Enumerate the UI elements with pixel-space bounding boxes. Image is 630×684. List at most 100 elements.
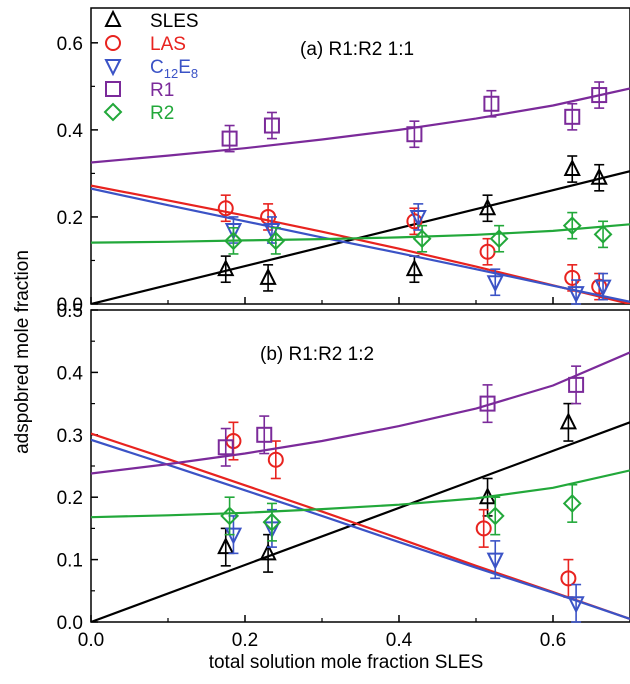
- panel-b: 0.0 0.1 0.2 0.3 0.4 0.5 0.0 0.2 0.4 0.6 (b) R1:R2…: [57, 301, 630, 651]
- panel-b-point-r1: [217, 439, 234, 456]
- legend-label-text: LAS: [150, 34, 186, 55]
- panel-b-point-las: [475, 520, 492, 537]
- panel-a-point-c12e8: [567, 286, 585, 304]
- panel-a-point-sles: [217, 258, 235, 277]
- legend-entry-las: LAS: [105, 34, 186, 55]
- panel-a-fit-line-c12e8: [91, 187, 630, 303]
- panel-b-point-r2: [562, 494, 582, 513]
- panel-a-point-r1: [591, 87, 608, 104]
- panel-a-point-c12e8: [409, 209, 427, 228]
- legend-label-text: SLES: [150, 11, 199, 32]
- panel-a-point-r2: [266, 231, 286, 251]
- panel-b-title: (b) R1:R2 1:2: [260, 344, 374, 365]
- panel-b-point-las: [560, 570, 577, 587]
- panel-b-fit-line-c12e8: [91, 438, 630, 620]
- legend-marker-c12e8: [104, 59, 122, 77]
- legend-marker-las: [105, 35, 121, 51]
- legend-label-subscript: 8: [191, 66, 198, 81]
- panel-a-series-sles: [91, 155, 630, 304]
- panel-a-point-sles: [590, 167, 608, 185]
- panel-b-y-tick-label: 0.4: [57, 363, 84, 384]
- panel-b-point-r1: [568, 376, 585, 393]
- panel-b-point-sles: [559, 412, 578, 430]
- panel-b-point-r1: [479, 395, 496, 412]
- legend-entry-r2: R2: [103, 102, 174, 124]
- legend-label-r2: R2: [150, 103, 174, 124]
- legend-entry-c12e8: C12E8: [104, 57, 198, 81]
- panel-b-y-tick-label: 0.2: [57, 488, 83, 509]
- legend-label-sles: SLES: [150, 11, 199, 32]
- panel-a-plot-area: 0.0 0.2 0.4 0.6: [57, 7, 630, 316]
- panel-a-point-r1: [483, 95, 500, 112]
- legend-entry-r1: R1: [105, 80, 174, 101]
- legend-label-las: LAS: [150, 34, 186, 55]
- panel-a-point-r1: [221, 130, 238, 147]
- panel-b-point-r1: [256, 426, 273, 443]
- panel-a-point-las: [406, 213, 423, 230]
- panel-b-point-r2: [485, 506, 505, 526]
- panel-b-fit-line-sles: [91, 421, 630, 622]
- panel-b-point-r2: [262, 512, 282, 532]
- legend-label-text: E: [178, 57, 191, 78]
- panel-b-point-sles: [259, 543, 277, 561]
- legend-label-c12e8: C12E8: [150, 57, 198, 81]
- legend-marker-sles: [104, 9, 122, 27]
- panel-b-point-c12e8: [486, 552, 504, 570]
- panel-a-point-c12e8: [224, 223, 243, 241]
- panel-b-x-tick-label: 0.2: [232, 630, 258, 651]
- panel-a-point-sles: [259, 267, 277, 285]
- panel-b-series-sles: [91, 402, 630, 622]
- panel-a-series-r2: [91, 211, 630, 255]
- legend-marker-r2: [103, 102, 123, 122]
- x-axis-title: total solution mole fraction SLES: [209, 652, 484, 673]
- panel-a-series-r1: [91, 81, 630, 164]
- legend-label-text: R2: [150, 103, 174, 124]
- panel-b-point-c12e8: [224, 527, 243, 545]
- legend-label-text: R1: [150, 80, 174, 101]
- panel-a-fit-line-r1: [91, 87, 630, 164]
- panel-b-series-r1: [91, 351, 630, 475]
- panel-a: 0.00.20.40.6 (a) R1:R2 1:1 SLESLASC12E8R…: [57, 7, 630, 316]
- panel-b-x-tick-label: 0.4: [386, 630, 413, 651]
- panel-b-point-sles: [217, 536, 235, 555]
- panel-a-y-tick-label: 0.6: [57, 34, 83, 55]
- panel-a-point-r1: [564, 108, 581, 125]
- panel-a-point-sles: [478, 197, 497, 216]
- panel-b-series-r2: [91, 469, 630, 542]
- panel-b-point-c12e8: [567, 596, 585, 614]
- panel-b-y-tick-label: 0.3: [57, 426, 83, 447]
- panel-a-y-tick-label: 0.2: [57, 208, 83, 229]
- panel-b-y-tick-label: 0.0: [57, 613, 83, 634]
- panel-b-y-tick-label: 0.1: [57, 551, 83, 572]
- panel-a-series-c12e8: [91, 187, 630, 305]
- panel-a-title: (a) R1:R2 1:1: [300, 39, 414, 60]
- panel-a-point-sles: [563, 158, 581, 177]
- panel-b-point-r2: [220, 506, 240, 526]
- panel-a-point-r2: [224, 231, 243, 251]
- panel-a-point-las: [564, 269, 581, 286]
- panel-b-x-tick-label: 0.6: [540, 630, 566, 651]
- panel-a-point-r2: [593, 224, 613, 244]
- legend-entry-sles: SLES: [104, 9, 199, 32]
- panel-a-fit-line-r2: [91, 223, 630, 244]
- panel-a-point-r2: [412, 229, 432, 249]
- panel-b-point-las: [267, 451, 284, 468]
- panel-a-point-r1: [263, 117, 280, 134]
- panel-b-x-tick-label: 0.0: [78, 630, 104, 651]
- panel-a-frame: [90, 7, 630, 305]
- panel-a-point-c12e8: [594, 279, 612, 297]
- panel-a-point-r2: [489, 229, 509, 249]
- panel-a-y-tick-label: 0.4: [57, 121, 84, 142]
- panel-a-point-las: [217, 200, 234, 217]
- y-axis-title: adspobred mole fraction: [12, 250, 33, 454]
- panel-a-y-tick-label: 0.0: [57, 295, 83, 316]
- panel-b-fit-line-r1: [91, 351, 630, 475]
- panel-a-point-sles: [405, 258, 424, 277]
- legend-label-subscript: 12: [164, 66, 178, 81]
- panel-a-point-r2: [562, 216, 582, 236]
- legend-label-r1: R1: [150, 80, 174, 101]
- panel-b-series-c12e8: [91, 438, 630, 623]
- legend-marker-r1: [105, 81, 121, 97]
